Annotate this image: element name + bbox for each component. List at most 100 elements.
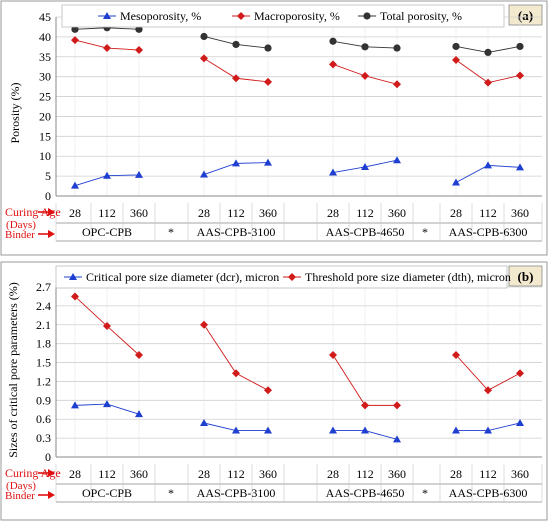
panel-a-age-label: 360 <box>388 206 406 220</box>
panel-b-y-axis-title: Sizes of critical pore parameters (%) <box>6 282 20 458</box>
panel-b-age-label: 112 <box>227 467 245 481</box>
panel-a-age-label: 28 <box>327 206 339 220</box>
panel-a-series-1-point <box>71 36 79 45</box>
panel-a-series-2-point <box>452 42 460 51</box>
panel-b-age-label: 360 <box>511 467 529 481</box>
panel-a-series-2-point <box>516 42 524 51</box>
panel-a-age-label: 112 <box>356 206 374 220</box>
panel-a-binder-name: AAS-CPB-4650 <box>326 225 405 239</box>
panel-a-days-label: (Days) <box>6 219 36 231</box>
panel-a-age-label: 360 <box>511 206 529 220</box>
panel-a-age-label: 112 <box>98 206 116 220</box>
panel-a-series-0-point <box>200 170 208 178</box>
panel-b-series-1-point <box>484 386 492 395</box>
panel-a-age-label: 360 <box>259 206 277 220</box>
panel-a-series-2-point <box>393 44 401 52</box>
panel-a-series-0-point <box>135 170 143 178</box>
panel-b-y-tick-label: 2.1 <box>36 318 51 332</box>
panel-a-series-0-point <box>484 161 492 169</box>
panel-a-y-tick-label: 40 <box>39 30 51 44</box>
panel-a-series-2-point <box>71 25 79 33</box>
panel-b-y-tick-label: 0.9 <box>36 393 51 407</box>
panel-a-series-1-point <box>361 71 369 80</box>
panel-a-legend-marker-0 <box>103 12 111 19</box>
panel-a-series-2-point <box>200 32 208 41</box>
panel-a-y-tick-label: 30 <box>39 70 51 84</box>
panel-b-category-rows: Curing Age(Days)Binder 28 112 360 28 112 360 28… <box>5 464 543 503</box>
panel-a-separator-mark: * <box>422 225 428 239</box>
panel-b-age-label: 112 <box>356 467 374 481</box>
panel-b-series-1-point <box>516 369 524 378</box>
panel-a-legend-label-1: Macroporosity, % <box>254 9 340 23</box>
panel-b-days-label: (Days) <box>6 480 36 492</box>
panel-a-series-0-point <box>516 163 524 171</box>
panel-b-series-1-point <box>232 369 240 378</box>
panel-a-legend: Mesoporosity, % Macroporosity, % Total por… <box>61 4 505 28</box>
panel-b-y-tick-label: 1.8 <box>36 337 51 351</box>
panel-b-series-0-point <box>232 426 240 434</box>
panel-b-legend-label-0: Critical pore size diameter (dcr), micro… <box>86 270 279 284</box>
panel-a-series-2-point <box>232 40 240 49</box>
panel-a-series-0-point <box>361 162 369 170</box>
panel-b-separator-mark: * <box>422 486 428 500</box>
panel-a-series-0-point <box>264 158 272 166</box>
panel-a-separator-mark: * <box>168 225 174 239</box>
panel-a-series-1-point <box>103 44 111 53</box>
panel-a-curing-age-label: Curing Age <box>5 205 61 219</box>
panel-b-y-tick-label: 0 <box>45 450 51 464</box>
panel-b-series-1-point <box>200 320 208 329</box>
panel-a-legend-marker-2 <box>363 12 371 20</box>
panel-b-series-1-point <box>264 386 272 395</box>
panel-b-series-0-point <box>484 426 492 434</box>
panel-a-legend-marker-1 <box>237 12 245 20</box>
panel-b-binder-name: AAS-CPB-4650 <box>326 486 405 500</box>
panel-a-label: (a) <box>518 8 533 23</box>
panel-a-series-0-point <box>393 156 401 164</box>
panel-a-age-label: 360 <box>130 206 148 220</box>
panel-a-age-label: 112 <box>479 206 497 220</box>
panel-b-y-tick-label: 1.2 <box>36 374 51 388</box>
panel-a-legend-box <box>61 4 505 28</box>
panel-b-series-1-point <box>135 351 143 359</box>
panel-a-age-label: 28 <box>69 206 81 220</box>
panel-a-series-0-point <box>232 159 240 167</box>
panel-b-age-label: 28 <box>198 467 210 481</box>
panel-a-series-1-point <box>264 77 272 86</box>
panel-a-y-tick-label: 15 <box>39 129 51 143</box>
panel-a-series-2-point <box>361 43 369 51</box>
panel-b-series-1-point <box>329 351 337 359</box>
panel-a-series-1-point <box>452 55 460 64</box>
panel-b-legend-marker-0 <box>69 273 77 280</box>
panel-a-series-0-point <box>103 171 111 179</box>
panel-a-age-label: 28 <box>198 206 210 220</box>
panel-b-series-0-point <box>264 426 272 434</box>
panel-b-series-0-point <box>393 435 401 443</box>
panel-a-series-1-point <box>393 80 401 89</box>
panel-a-category-rows: Curing Age(Days)Binder 28 112 360 28 112 360 28… <box>5 203 543 242</box>
panel-a-series-2-point <box>329 37 337 45</box>
panel-b-series-0-point <box>135 410 143 418</box>
panel-a-y-tick-label: 45 <box>39 10 51 24</box>
panel-a-series-2-point <box>135 25 143 33</box>
panel-b-series-0-point <box>452 426 460 434</box>
panel-b-series-1-point <box>393 401 401 410</box>
panel-b-series-0-point <box>103 400 111 408</box>
panel-b-binder-name: OPC-CPB <box>82 486 132 500</box>
panel-a-series-1-point <box>516 71 524 80</box>
panel-a-binder-name: AAS-CPB-6300 <box>449 225 528 239</box>
panel-a-series-1-point <box>329 60 337 69</box>
panel-a-y-tick-label: 5 <box>45 169 51 183</box>
panel-b-label-box <box>508 265 543 287</box>
panel-a-y-tick-label: 25 <box>39 90 51 104</box>
panel-a-series-1-point <box>484 78 492 87</box>
panel-b-legend-label-1: Threshold pore size diameter (dth), micr… <box>305 270 511 284</box>
panel-b-age-label: 112 <box>98 467 116 481</box>
panel-b-series-0-point <box>329 426 337 434</box>
panel-b-curing-age-arrow-head <box>48 469 55 477</box>
panel-a-binder-label: Binder <box>5 229 35 241</box>
panel-b-y-tick-label: 1.5 <box>36 356 51 370</box>
panel-a-series-2-point <box>264 44 272 52</box>
panel-a-legend-label-0: Mesoporosity, % <box>120 9 201 23</box>
panel-a-y-tick-label: 20 <box>39 109 51 123</box>
